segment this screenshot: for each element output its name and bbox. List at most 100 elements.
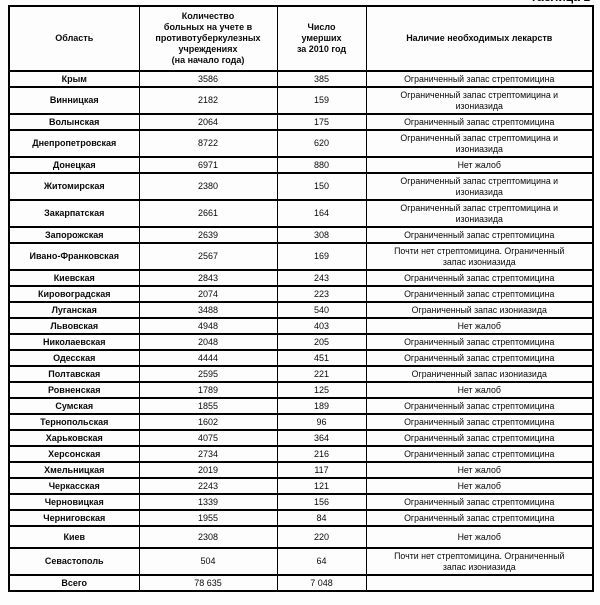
patients-cell: 2661 <box>138 199 278 228</box>
deaths-cell: 220 <box>276 525 367 549</box>
deaths-cell: 216 <box>276 445 367 463</box>
region-cell: Донецкая <box>8 156 140 174</box>
column-header-patients: Количество больных на учете в противотуб… <box>138 5 278 72</box>
deaths-cell: 164 <box>276 199 367 228</box>
table-row: Кировоградская 2074 223 Ограниченный зап… <box>8 285 594 303</box>
medicines-cell: Нет жалоб <box>365 317 594 335</box>
region-cell: Тернопольская <box>8 413 140 431</box>
region-cell: Николаевская <box>8 333 140 351</box>
deaths-cell: 7 048 <box>276 574 367 592</box>
column-header-deaths: Число умерших за 2010 год <box>276 5 367 72</box>
patients-cell: 3488 <box>138 301 278 319</box>
patients-cell: 1955 <box>138 509 278 527</box>
medicines-cell: Ограниченный запас стрептомицина <box>365 397 594 415</box>
medicines-cell: Ограниченный запас стрептомицина и изони… <box>365 172 594 201</box>
medicines-cell: Ограниченный запас стрептомицина <box>365 429 594 447</box>
medicines-cell: Почти нет стрептомицина. Ограниченный за… <box>365 242 594 271</box>
region-cell: Харьковская <box>8 429 140 447</box>
patients-cell: 4075 <box>138 429 278 447</box>
deaths-cell: 96 <box>276 413 367 431</box>
patients-cell: 8722 <box>138 129 278 158</box>
region-cell: Черкасская <box>8 477 140 495</box>
region-cell: Всего <box>8 574 140 592</box>
deaths-cell: 403 <box>276 317 367 335</box>
region-cell: Волынская <box>8 113 140 131</box>
table-row: Луганская 3488 540 Ограниченный запас из… <box>8 301 594 319</box>
patients-cell: 2019 <box>138 461 278 479</box>
table-body: Крым 3586 385 Ограниченный запас стрепто… <box>8 70 594 592</box>
table-row: Херсонская 2734 216 Ограниченный запас с… <box>8 445 594 463</box>
table-row: Киев 2308 220 Нет жалоб <box>8 525 594 549</box>
region-cell: Сумская <box>8 397 140 415</box>
region-cell: Одесская <box>8 349 140 367</box>
deaths-cell: 243 <box>276 269 367 287</box>
table-row: Тернопольская 1602 96 Ограниченный запас… <box>8 413 594 431</box>
deaths-cell: 117 <box>276 461 367 479</box>
medicines-cell: Нет жалоб <box>365 156 594 174</box>
column-header-medicines: Наличие необходимых лекарств <box>365 5 594 72</box>
region-cell: Хмельницкая <box>8 461 140 479</box>
table-row: Донецкая 6971 880 Нет жалоб <box>8 156 594 174</box>
deaths-cell: 880 <box>276 156 367 174</box>
deaths-cell: 64 <box>276 547 367 576</box>
table-row: Днепропетровская 8722 620 Ограниченный з… <box>8 129 594 158</box>
patients-cell: 2639 <box>138 226 278 244</box>
table-row: Винницкая 2182 159 Ограниченный запас ст… <box>8 86 594 115</box>
region-cell: Черниговская <box>8 509 140 527</box>
deaths-cell: 221 <box>276 365 367 383</box>
patients-cell: 504 <box>138 547 278 576</box>
medicines-cell: Нет жалоб <box>365 381 594 399</box>
table-row: Киевская 2843 243 Ограниченный запас стр… <box>8 269 594 287</box>
region-cell: Львовская <box>8 317 140 335</box>
deaths-cell: 451 <box>276 349 367 367</box>
medicines-cell: Ограниченный запас стрептомицина <box>365 509 594 527</box>
patients-cell: 3586 <box>138 70 278 88</box>
medicines-cell: Ограниченный запас стрептомицина и изони… <box>365 86 594 115</box>
deaths-cell: 125 <box>276 381 367 399</box>
medicines-cell: Ограниченный запас стрептомицина <box>365 285 594 303</box>
table-row: Севастополь 504 64 Почти нет стрептомици… <box>8 547 594 576</box>
table-row: Крым 3586 385 Ограниченный запас стрепто… <box>8 70 594 88</box>
patients-cell: 2074 <box>138 285 278 303</box>
deaths-cell: 205 <box>276 333 367 351</box>
medicines-cell: Ограниченный запас стрептомицина <box>365 269 594 287</box>
table-row: Черкасская 2243 121 Нет жалоб <box>8 477 594 495</box>
patients-cell: 1602 <box>138 413 278 431</box>
medicines-cell: Ограниченный запас изониазида <box>365 301 594 319</box>
region-cell: Житомирская <box>8 172 140 201</box>
medicines-cell: Нет жалоб <box>365 477 594 495</box>
patients-cell: 1789 <box>138 381 278 399</box>
region-cell: Кировоградская <box>8 285 140 303</box>
table-header-row: Область Количество больных на учете в пр… <box>8 5 594 72</box>
region-cell: Киев <box>8 525 140 549</box>
patients-cell: 4948 <box>138 317 278 335</box>
patients-cell: 1339 <box>138 493 278 511</box>
table-row: Хмельницкая 2019 117 Нет жалоб <box>8 461 594 479</box>
medicines-cell: Нет жалоб <box>365 461 594 479</box>
region-cell: Ровненская <box>8 381 140 399</box>
region-cell: Луганская <box>8 301 140 319</box>
medicines-cell: Ограниченный запас стрептомицина и изони… <box>365 129 594 158</box>
table-row: Житомирская 2380 150 Ограниченный запас … <box>8 172 594 201</box>
medicines-cell: Ограниченный запас стрептомицина <box>365 445 594 463</box>
medicines-cell: Ограниченный запас стрептомицина <box>365 493 594 511</box>
region-cell: Крым <box>8 70 140 88</box>
table-row: Ивано-Франковская 2567 169 Почти нет стр… <box>8 242 594 271</box>
table-row: Львовская 4948 403 Нет жалоб <box>8 317 594 335</box>
table-row: Ровненская 1789 125 Нет жалоб <box>8 381 594 399</box>
region-cell: Ивано-Франковская <box>8 242 140 271</box>
table-row: Харьковская 4075 364 Ограниченный запас … <box>8 429 594 447</box>
patients-cell: 2595 <box>138 365 278 383</box>
patients-cell: 2843 <box>138 269 278 287</box>
deaths-cell: 121 <box>276 477 367 495</box>
table-row: Всего 78 635 7 048 <box>8 574 594 592</box>
table-row: Полтавская 2595 221 Ограниченный запас и… <box>8 365 594 383</box>
patients-cell: 1855 <box>138 397 278 415</box>
deaths-cell: 620 <box>276 129 367 158</box>
deaths-cell: 385 <box>276 70 367 88</box>
patients-cell: 2567 <box>138 242 278 271</box>
patients-cell: 2308 <box>138 525 278 549</box>
table-row: Одесская 4444 451 Ограниченный запас стр… <box>8 349 594 367</box>
table-caption: Таблица 1 <box>530 0 590 4</box>
patients-cell: 2243 <box>138 477 278 495</box>
